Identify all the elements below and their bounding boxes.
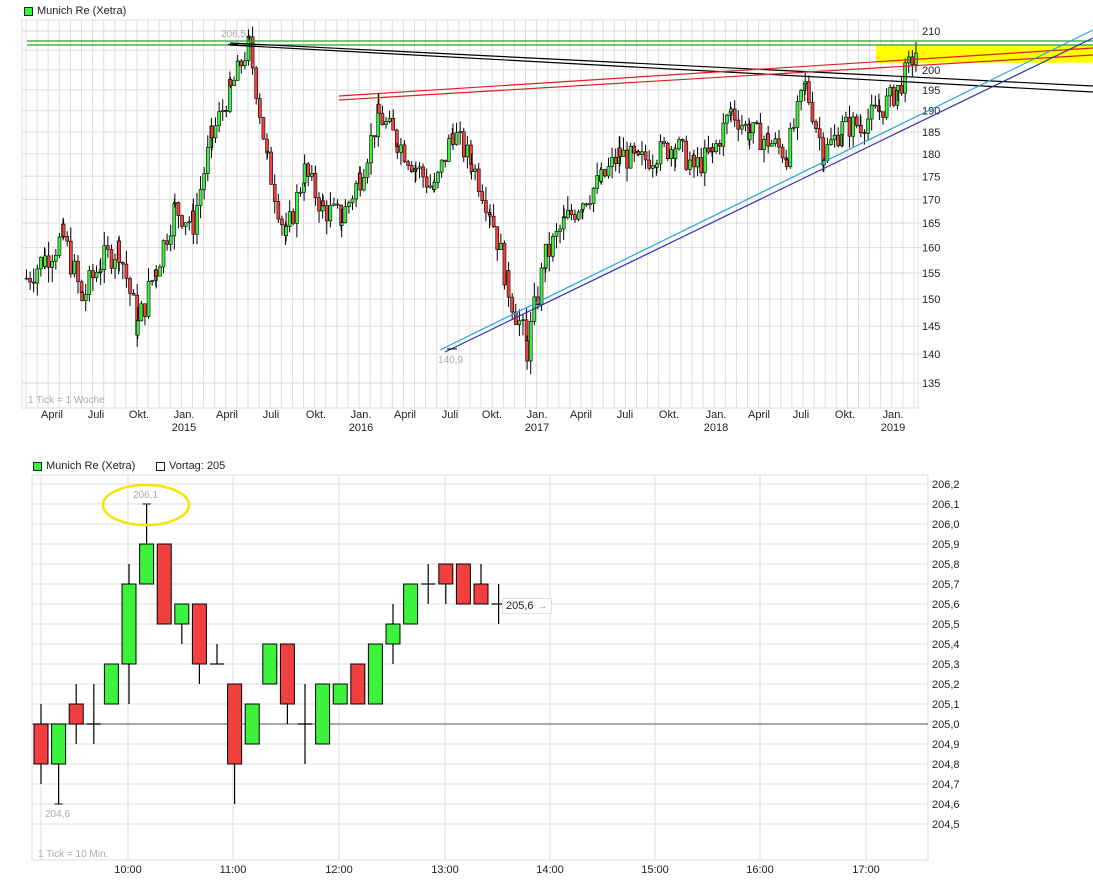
bottom-tick-note: 1 Tick = 10 Min. [38,849,109,860]
svg-text:Okt.: Okt. [306,409,326,421]
legend-swatch-icon [24,6,33,16]
svg-text:Jan.: Jan. [883,409,904,421]
svg-text:185: 185 [922,127,940,139]
svg-text:204,7: 204,7 [932,779,960,791]
last-price-badge: 205,6 → [502,598,552,614]
svg-text:140: 140 [922,349,940,361]
svg-text:205,2: 205,2 [932,679,960,691]
svg-text:205,4: 205,4 [932,639,960,651]
svg-text:195: 195 [922,85,940,97]
svg-text:15:00: 15:00 [641,864,669,876]
svg-text:160: 160 [922,243,940,255]
svg-text:170: 170 [922,194,940,206]
svg-text:206,1: 206,1 [932,499,960,511]
arrow-right-icon: → [536,600,548,612]
svg-text:210: 210 [922,26,940,38]
svg-text:April: April [41,409,63,421]
bottom-high-label: 206,1 [133,490,159,501]
svg-text:13:00: 13:00 [431,864,459,876]
svg-text:16:00: 16:00 [746,864,774,876]
bottom-low-label: 204,6 [45,809,71,820]
svg-text:Juli: Juli [263,409,280,421]
legend-swatch-icon [33,461,42,471]
svg-text:135: 135 [922,378,940,390]
svg-text:12:00: 12:00 [325,864,353,876]
svg-text:2015: 2015 [172,422,196,434]
svg-text:17:00: 17:00 [852,864,880,876]
svg-text:2016: 2016 [349,422,373,434]
svg-text:Jan.: Jan. [706,409,727,421]
svg-text:204,8: 204,8 [932,759,960,771]
svg-text:Juli: Juli [442,409,459,421]
svg-text:175: 175 [922,171,940,183]
svg-text:2019: 2019 [881,422,905,434]
svg-text:204,9: 204,9 [932,739,960,751]
svg-text:150: 150 [922,294,940,306]
svg-text:Okt.: Okt. [482,409,502,421]
prev-close-label: Vortag: 205 [169,460,226,472]
weekly-candlestick-chart: 1351401451501551601651701751801851901952… [21,19,1093,434]
last-price-label: 205,6 [506,600,534,612]
legend-swatch-empty-icon [156,461,165,471]
svg-text:205,5: 205,5 [932,619,960,631]
svg-text:145: 145 [922,321,940,333]
prev-close-legend: Vortag: 205 [156,460,225,472]
top-chart-legend: Munich Re (Xetra) [24,5,126,17]
svg-text:10:00: 10:00 [114,864,142,876]
top-low-label: 140,9 [438,355,464,366]
svg-text:2017: 2017 [525,422,549,434]
svg-text:April: April [394,409,416,421]
svg-text:205,6: 205,6 [932,599,960,611]
svg-text:155: 155 [922,268,940,280]
svg-text:205,3: 205,3 [932,659,960,671]
svg-text:205,1: 205,1 [932,699,960,711]
svg-text:205,7: 205,7 [932,579,960,591]
top-legend-label: Munich Re (Xetra) [37,5,127,17]
svg-text:Juli: Juli [617,409,634,421]
bottom-chart-legend: Munich Re (Xetra) [33,460,135,472]
svg-text:165: 165 [922,218,940,230]
svg-text:200: 200 [922,65,940,77]
svg-text:Jan.: Jan. [351,409,372,421]
top-high-label: 206,5 [221,29,247,40]
svg-text:April: April [570,409,592,421]
svg-text:14:00: 14:00 [536,864,564,876]
bottom-legend-label: Munich Re (Xetra) [46,460,136,472]
svg-text:11:00: 11:00 [220,864,247,876]
svg-text:205,9: 205,9 [932,539,960,551]
svg-text:2018: 2018 [704,422,728,434]
svg-text:April: April [216,409,238,421]
svg-text:206,0: 206,0 [932,519,960,531]
top-tick-note: 1 Tick = 1 Woche [28,395,105,406]
svg-text:Juli: Juli [88,409,105,421]
svg-text:Okt.: Okt. [129,409,149,421]
svg-text:205,0: 205,0 [932,719,960,731]
svg-text:205,8: 205,8 [932,559,960,571]
svg-text:204,6: 204,6 [932,799,960,811]
svg-text:Jan.: Jan. [527,409,548,421]
svg-text:April: April [748,409,770,421]
svg-text:Okt.: Okt. [659,409,679,421]
svg-text:Jan.: Jan. [174,409,195,421]
svg-text:Juli: Juli [793,409,810,421]
svg-text:Okt.: Okt. [835,409,855,421]
svg-text:204,5: 204,5 [932,819,960,831]
svg-text:206,2: 206,2 [932,479,960,491]
svg-text:180: 180 [922,149,940,161]
